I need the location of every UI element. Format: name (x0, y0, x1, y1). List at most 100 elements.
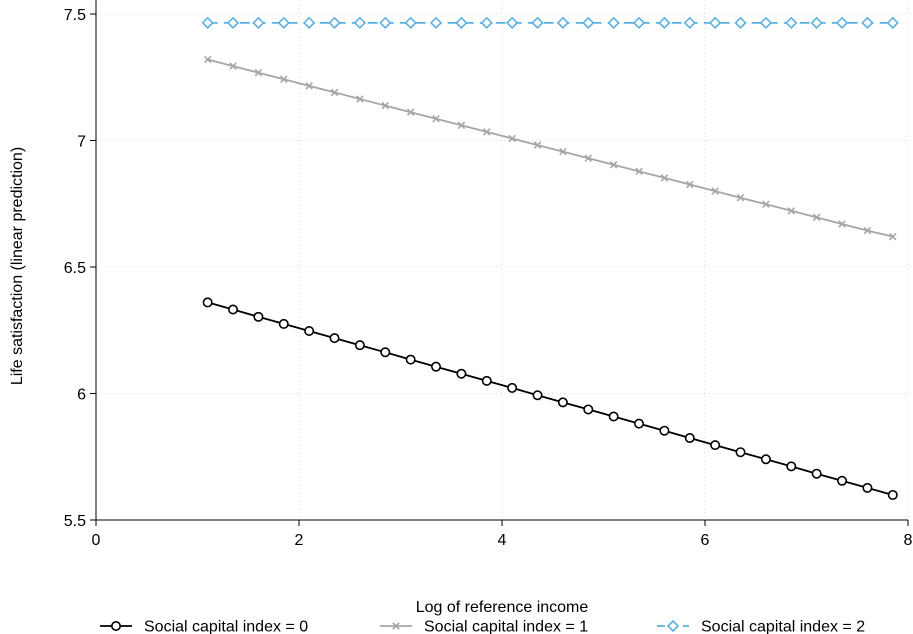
series-group (201, 16, 899, 500)
y-tick-label: 6.5 (64, 260, 86, 277)
y-axis-title: Life satisfaction (linear prediction) (9, 147, 26, 385)
point-marker-x (762, 200, 770, 209)
point-marker-x (559, 147, 567, 156)
legend: Social capital index = 0 Social capital i… (100, 619, 865, 634)
point-marker-circle (405, 354, 416, 365)
point-marker-diamond (506, 16, 519, 29)
legend-item-1: Social capital index = 1 (380, 619, 588, 634)
point-marker-x (229, 62, 237, 70)
legend-item-0: Social capital index = 0 (100, 619, 308, 634)
point-marker-x (381, 101, 390, 110)
point-marker-x (280, 75, 288, 84)
point-marker-diamond (429, 16, 443, 29)
point-marker-x (392, 622, 400, 630)
point-marker-circle (228, 304, 239, 315)
legend-item-2: Social capital index = 2 (657, 619, 865, 634)
y-tick-label: 7.5 (64, 7, 86, 24)
point-marker-circle (735, 447, 746, 458)
series-0 (202, 297, 898, 500)
point-marker-circle (329, 333, 340, 344)
y-tick-label: 6 (77, 387, 86, 404)
point-marker-circle (481, 375, 492, 386)
point-marker-diamond (379, 16, 392, 29)
series-line (207, 58, 894, 238)
point-marker-circle (354, 340, 365, 351)
point-marker-x (660, 174, 669, 182)
x-tick-label: 6 (701, 532, 710, 549)
point-marker-x (736, 193, 745, 202)
point-marker-circle (557, 397, 568, 408)
point-marker-diamond (810, 16, 823, 29)
point-marker-diamond (582, 16, 595, 29)
point-marker-circle (811, 468, 822, 479)
point-marker-diamond (785, 16, 798, 29)
point-marker-diamond (632, 16, 646, 29)
series-1 (203, 55, 897, 241)
point-marker-diamond (556, 16, 570, 29)
point-marker-circle (202, 297, 213, 308)
point-marker-diamond (480, 16, 493, 29)
point-marker-circle (278, 318, 289, 329)
legend-label: Social capital index = 0 (144, 619, 308, 634)
point-marker-diamond (886, 16, 899, 29)
point-marker-diamond (835, 16, 849, 29)
point-marker-diamond (759, 16, 773, 29)
point-marker-x (330, 88, 339, 97)
point-marker-circle (380, 347, 391, 358)
point-marker-circle (710, 440, 721, 451)
y-tick-label: 7 (77, 134, 86, 151)
point-marker-diamond (531, 16, 544, 29)
point-marker-circle (431, 361, 442, 372)
point-marker-x (508, 134, 516, 143)
point-marker-x (406, 108, 415, 116)
point-marker-x (457, 121, 466, 130)
point-marker-x (838, 220, 846, 228)
point-marker-diamond (252, 16, 265, 29)
point-marker-diamond (861, 16, 874, 29)
point-marker-x (432, 114, 440, 123)
point-marker-circle (634, 418, 645, 429)
point-marker-x (305, 82, 313, 90)
point-marker-x (863, 226, 872, 235)
point-marker-diamond (328, 16, 341, 29)
point-marker-x (254, 68, 263, 77)
point-marker-diamond (201, 16, 214, 29)
point-marker-circle (862, 482, 873, 493)
grid-lines (95, 0, 909, 521)
point-marker-diamond (226, 16, 240, 29)
point-marker-x (889, 232, 897, 241)
series-2 (201, 16, 899, 29)
point-marker-circle (583, 404, 594, 415)
y-tick-label: 5.5 (64, 513, 86, 530)
point-marker-circle (253, 311, 264, 322)
point-marker-diamond (277, 16, 290, 29)
x-tick-label: 2 (295, 532, 304, 549)
point-marker-x (483, 128, 491, 136)
point-marker-circle (507, 382, 518, 393)
point-marker-x (812, 213, 821, 222)
legend-label: Social capital index = 2 (701, 619, 865, 634)
point-marker-diamond (658, 16, 671, 29)
point-marker-circle (659, 425, 670, 436)
legend-label: Social capital index = 1 (424, 619, 588, 634)
point-marker-x (533, 141, 542, 149)
point-marker-circle (532, 390, 543, 401)
point-marker-circle (684, 433, 695, 444)
point-marker-diamond (709, 16, 722, 29)
point-marker-circle (111, 620, 122, 631)
point-marker-diamond (666, 619, 680, 633)
point-marker-x (356, 95, 364, 103)
point-marker-diamond (607, 16, 620, 29)
point-marker-diamond (353, 16, 367, 29)
point-marker-diamond (303, 16, 316, 29)
point-marker-x (711, 187, 719, 195)
series-line (207, 301, 894, 496)
point-marker-x (635, 167, 643, 176)
point-marker-diamond (683, 16, 696, 29)
x-tick-label: 8 (904, 532, 913, 549)
point-marker-circle (760, 454, 771, 465)
point-marker-circle (837, 475, 848, 486)
point-marker-x (787, 207, 796, 215)
point-marker-circle (786, 461, 797, 472)
